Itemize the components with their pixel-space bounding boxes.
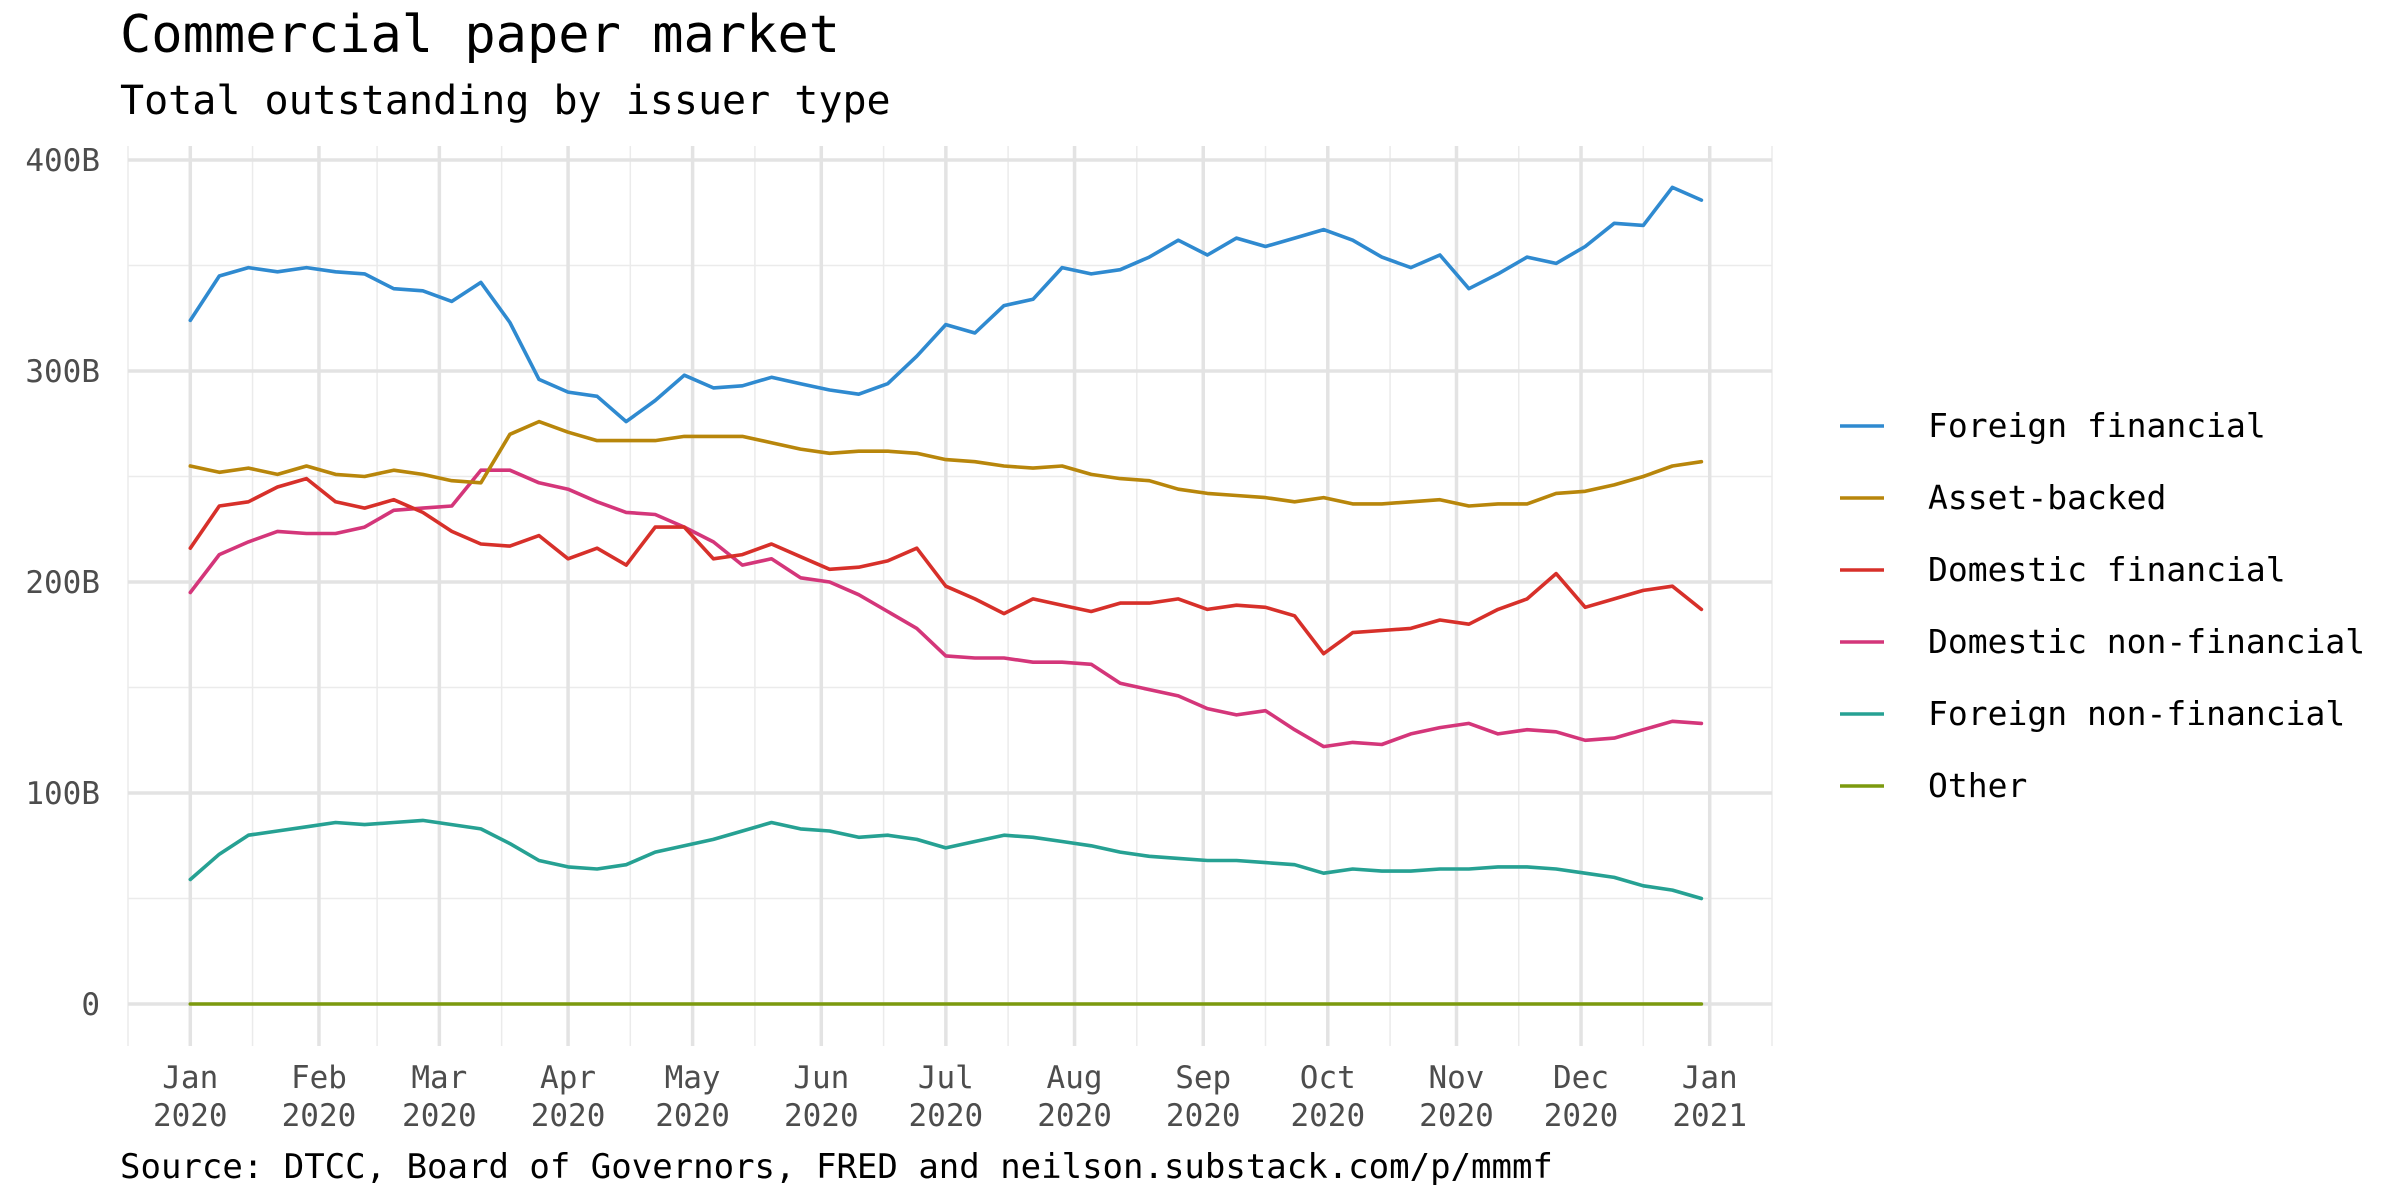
legend-label-other: Other xyxy=(1928,766,2027,805)
x-tick-label-year: 2020 xyxy=(655,1098,730,1134)
x-tick-label-month: May xyxy=(665,1060,721,1096)
x-tick-label-month: Jan xyxy=(162,1060,218,1096)
x-tick-label-month: Feb xyxy=(291,1060,347,1096)
chart-caption: Source: DTCC, Board of Governors, FRED a… xyxy=(120,1147,1553,1187)
series-line-asset-backed xyxy=(188,419,1704,508)
x-tick-label-year: 2020 xyxy=(784,1098,859,1134)
chart-title: Commercial paper market xyxy=(120,5,840,65)
x-tick-label-year: 2020 xyxy=(1290,1098,1365,1134)
legend-label-foreign-financial: Foreign financial xyxy=(1928,406,2266,445)
x-tick-label-year: 2020 xyxy=(1166,1098,1241,1134)
x-tick-label-year: 2020 xyxy=(909,1098,984,1134)
x-tick-label-year: 2020 xyxy=(1037,1098,1112,1134)
series-line-domestic-non-financial xyxy=(188,468,1704,749)
chart-subtitle: Total outstanding by issuer type xyxy=(120,78,891,124)
x-tick-label-year: 2020 xyxy=(531,1098,606,1134)
series-line-foreign-non-financial xyxy=(188,818,1704,901)
y-tick-label: 400B xyxy=(25,143,100,179)
legend-label-domestic-non-financial: Domestic non-financial xyxy=(1928,622,2365,661)
x-tick-label-month: Dec xyxy=(1553,1060,1609,1096)
x-tick-label-year: 2020 xyxy=(153,1098,228,1134)
legend-label-domestic-financial: Domestic financial xyxy=(1928,550,2286,589)
x-tick-label-year: 2020 xyxy=(1419,1098,1494,1134)
x-tick-label-month: Jun xyxy=(793,1060,849,1096)
series-line-domestic-financial xyxy=(188,476,1704,656)
x-tick-label-month: Nov xyxy=(1428,1060,1484,1096)
x-tick-label-month: Oct xyxy=(1300,1060,1356,1096)
x-tick-label-month: Sep xyxy=(1175,1060,1231,1096)
series-line-foreign-financial xyxy=(188,185,1704,424)
plot-area xyxy=(128,146,1772,1046)
legend: Foreign financial Asset-backed Domestic fi… xyxy=(1840,406,2365,805)
x-tick-label-month: Mar xyxy=(411,1060,467,1096)
x-tick-label-year: 2020 xyxy=(282,1098,357,1134)
x-tick-label-year: 2020 xyxy=(402,1098,477,1134)
x-tick-label-month: Aug xyxy=(1047,1060,1103,1096)
x-tick-label-month: Apr xyxy=(540,1060,596,1096)
x-tick-label-month: Jul xyxy=(918,1060,974,1096)
y-tick-label: 200B xyxy=(25,565,100,601)
legend-label-asset-backed: Asset-backed xyxy=(1928,478,2166,517)
y-tick-label: 300B xyxy=(25,354,100,390)
plot-background xyxy=(128,146,1772,1046)
y-tick-label: 0 xyxy=(81,987,100,1023)
y-axis: 0 100B 200B 300B 400B xyxy=(25,143,100,1023)
x-tick-label-year: 2020 xyxy=(1544,1098,1619,1134)
series-lines xyxy=(188,185,1704,1006)
y-tick-label: 100B xyxy=(25,776,100,812)
legend-label-foreign-non-financial: Foreign non-financial xyxy=(1928,694,2345,733)
x-tick-label-year: 2021 xyxy=(1672,1098,1747,1134)
x-tick-label-month: Jan xyxy=(1682,1060,1738,1096)
x-axis: Jan2020Feb2020Mar2020Apr2020May2020Jun20… xyxy=(153,1060,1747,1134)
